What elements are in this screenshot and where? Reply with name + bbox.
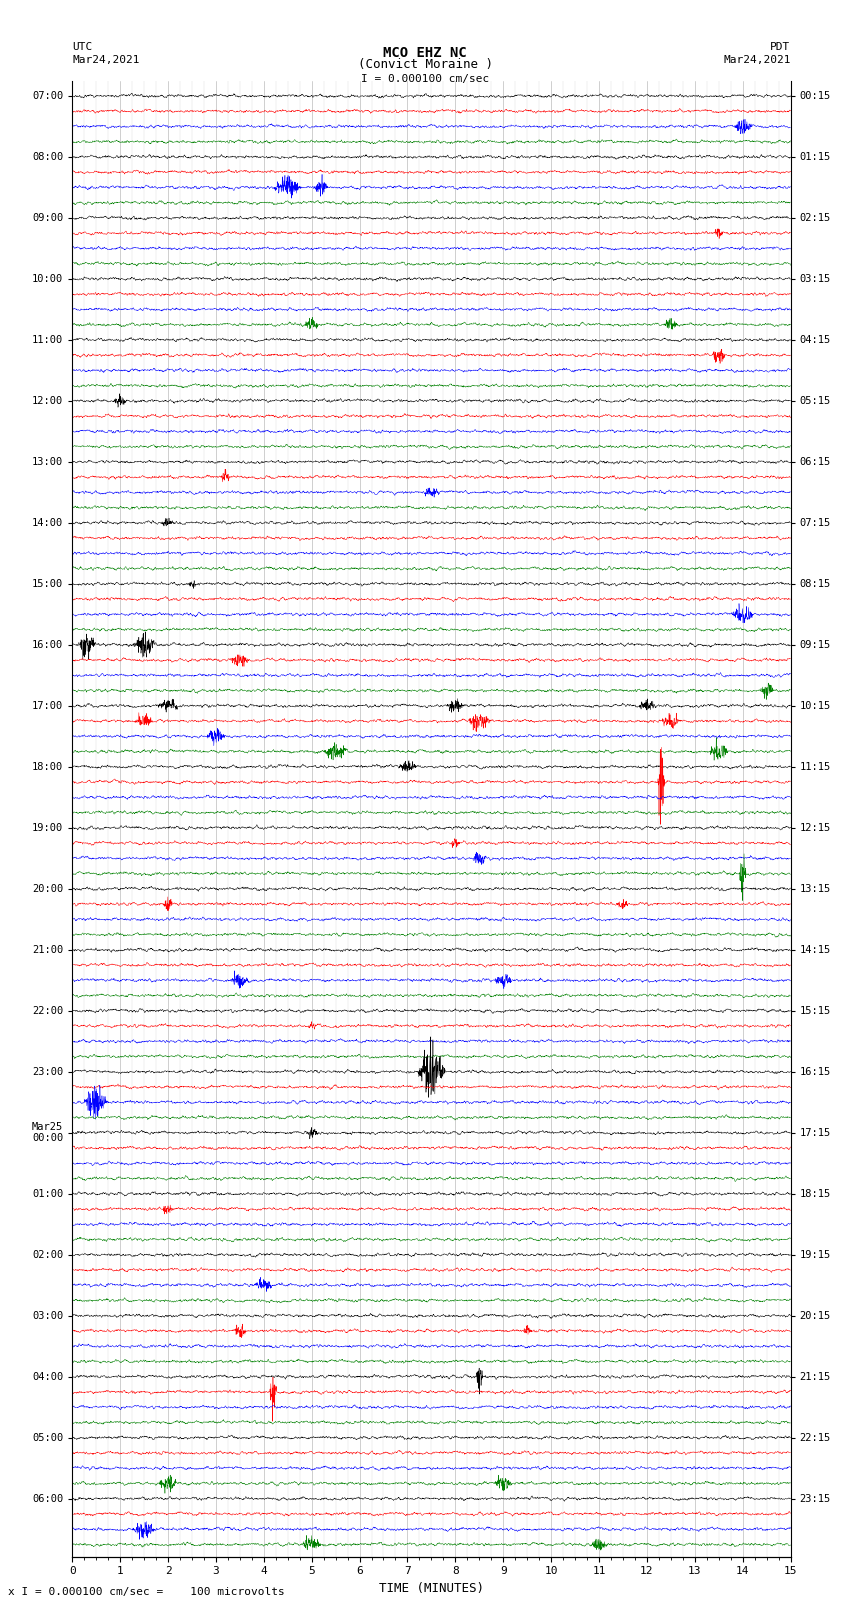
Text: (Convict Moraine ): (Convict Moraine )	[358, 58, 492, 71]
X-axis label: TIME (MINUTES): TIME (MINUTES)	[379, 1582, 484, 1595]
Text: Mar24,2021: Mar24,2021	[72, 55, 139, 65]
Text: x I = 0.000100 cm/sec =    100 microvolts: x I = 0.000100 cm/sec = 100 microvolts	[8, 1587, 286, 1597]
Text: UTC: UTC	[72, 42, 93, 52]
Text: MCO EHZ NC: MCO EHZ NC	[383, 45, 467, 60]
Text: Mar24,2021: Mar24,2021	[723, 55, 791, 65]
Text: PDT: PDT	[770, 42, 790, 52]
Text: I = 0.000100 cm/sec: I = 0.000100 cm/sec	[361, 74, 489, 84]
